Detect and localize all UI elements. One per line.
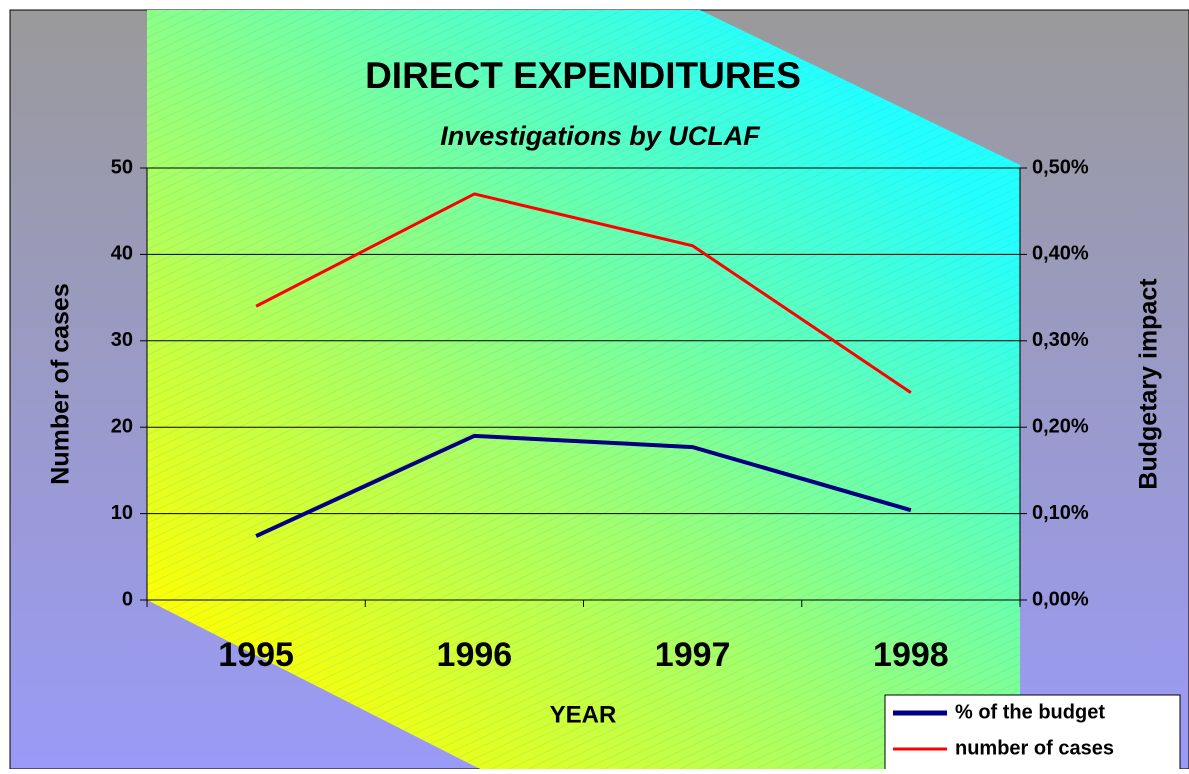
x-tick-label: 1997 (655, 636, 731, 674)
y2-tick-label: 0,30% (1032, 329, 1089, 351)
x-tick-label: 1996 (437, 636, 513, 674)
x-axis-label: YEAR (550, 701, 617, 728)
y-tick-label: 40 (111, 243, 133, 265)
y-axis-label: Number of cases (47, 283, 75, 484)
chart-title: DIRECT EXPENDITURES (365, 55, 801, 96)
y-tick-label: 10 (111, 502, 133, 524)
y-tick-label: 0 (122, 588, 133, 610)
y2-tick-label: 0,20% (1032, 415, 1089, 437)
y2-tick-label: 0,40% (1032, 243, 1089, 265)
series-line (255, 192, 912, 394)
hatching (147, 10, 1020, 769)
legend-label: number of cases (955, 737, 1114, 759)
y-tick-label: 50 (111, 156, 133, 178)
chart-subtitle: Investigations by UCLAF (440, 121, 761, 151)
y2-axis-label: Budgetary impact (1135, 278, 1163, 490)
legend-label: % of the budget (955, 701, 1105, 723)
legend-box (884, 694, 1181, 772)
y2-tick-label: 0,10% (1032, 502, 1089, 524)
y-tick-label: 20 (111, 415, 133, 437)
y-tick-label: 30 (111, 329, 133, 351)
y2-tick-label: 0,00% (1032, 588, 1089, 610)
y2-tick-label: 0,50% (1032, 156, 1089, 178)
x-tick-label: 1998 (873, 636, 949, 674)
series-line (255, 433, 912, 538)
x-tick-label: 1995 (218, 636, 294, 674)
